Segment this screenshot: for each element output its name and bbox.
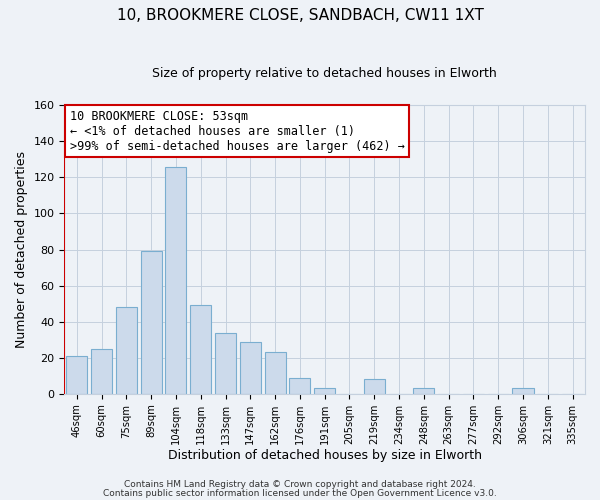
Bar: [512, 388, 533, 394]
Bar: [166, 166, 187, 394]
Bar: [140, 252, 162, 394]
Text: 10 BROOKMERE CLOSE: 53sqm
← <1% of detached houses are smaller (1)
>99% of semi-: 10 BROOKMERE CLOSE: 53sqm ← <1% of detac…: [70, 110, 404, 152]
Bar: [190, 306, 211, 394]
Bar: [66, 356, 88, 394]
Bar: [314, 388, 335, 394]
Bar: [215, 332, 236, 394]
X-axis label: Distribution of detached houses by size in Elworth: Distribution of detached houses by size …: [168, 450, 482, 462]
Bar: [289, 378, 310, 394]
Bar: [364, 380, 385, 394]
Text: 10, BROOKMERE CLOSE, SANDBACH, CW11 1XT: 10, BROOKMERE CLOSE, SANDBACH, CW11 1XT: [116, 8, 484, 22]
Title: Size of property relative to detached houses in Elworth: Size of property relative to detached ho…: [152, 68, 497, 80]
Text: Contains HM Land Registry data © Crown copyright and database right 2024.: Contains HM Land Registry data © Crown c…: [124, 480, 476, 489]
Text: Contains public sector information licensed under the Open Government Licence v3: Contains public sector information licen…: [103, 489, 497, 498]
Y-axis label: Number of detached properties: Number of detached properties: [15, 151, 28, 348]
Bar: [265, 352, 286, 394]
Bar: [91, 349, 112, 394]
Bar: [240, 342, 261, 394]
Bar: [413, 388, 434, 394]
Bar: [116, 308, 137, 394]
